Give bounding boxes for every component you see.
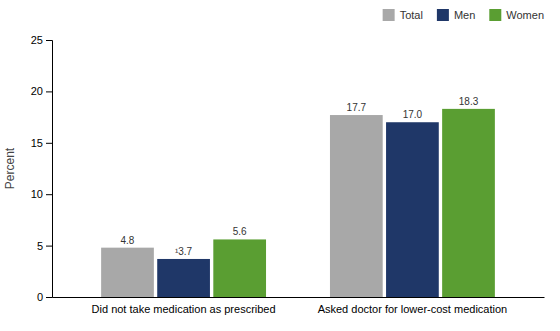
y-tick-mark (46, 40, 52, 41)
x-tick-label: Asked doctor for lower-cost medication (318, 303, 508, 315)
bar (330, 115, 383, 297)
y-tick-mark (46, 194, 52, 195)
data-labels: 4.8 17.7 ¹3.7 17.0 5.6 18.3 (121, 96, 479, 257)
bar (213, 239, 266, 297)
y-tick-label: 15 (31, 137, 43, 149)
y-axis-title: Percent (3, 147, 17, 189)
data-label: 17.0 (403, 109, 423, 120)
y-tick-label: 25 (31, 34, 43, 46)
data-label: ¹3.7 (175, 246, 193, 257)
bar-series (101, 115, 383, 297)
x-axis-line (53, 297, 545, 298)
bar (101, 248, 154, 297)
y-tick: 15 (31, 137, 52, 149)
x-tick-label: Did not take medication as prescribed (92, 303, 276, 315)
y-tick-mark (46, 143, 52, 144)
bar (157, 259, 210, 297)
plot: 4.8 17.7 ¹3.7 17.0 5.6 18.3 0 5 10 15 20 25 Did not … (31, 34, 545, 315)
data-label: 4.8 (121, 235, 135, 246)
y-tick-mark (46, 246, 52, 247)
legend-label: Total (400, 9, 423, 21)
y-tick-label: 5 (37, 240, 43, 252)
bar-series (213, 109, 495, 297)
y-tick: 20 (31, 85, 52, 97)
y-tick-mark (46, 297, 52, 298)
legend-swatch (437, 9, 449, 21)
data-label: 5.6 (233, 226, 247, 237)
y-tick-label: 10 (31, 188, 43, 200)
legend-label: Women (506, 9, 544, 21)
y-axis: 0 5 10 15 20 25 (31, 34, 53, 303)
bar (386, 122, 439, 297)
y-tick-mark (46, 91, 52, 92)
x-tick: Did not take medication as prescribed (92, 303, 276, 315)
legend-item: Total (383, 9, 423, 21)
data-label: 18.3 (459, 96, 479, 107)
y-tick: 10 (31, 188, 52, 200)
y-tick: 5 (37, 240, 52, 252)
legend-swatch (489, 9, 501, 21)
data-label: 17.7 (347, 102, 367, 113)
legend: Total Men Women (383, 9, 544, 21)
y-tick: 25 (31, 34, 52, 46)
legend-label: Men (454, 9, 475, 21)
legend-item: Men (437, 9, 475, 21)
bar (442, 109, 495, 297)
y-tick-label: 20 (31, 85, 43, 97)
y-tick: 0 (37, 291, 52, 303)
x-axis: Did not take medication as prescribed Ask… (53, 298, 545, 315)
y-tick-label: 0 (37, 291, 43, 303)
legend-item: Women (489, 9, 544, 21)
chart: 4.8 17.7 ¹3.7 17.0 5.6 18.3 0 5 10 15 20 25 Did not … (0, 0, 560, 331)
y-axis-line (46, 41, 53, 298)
bar-series (157, 122, 439, 297)
legend-swatch (383, 9, 395, 21)
x-tick: Asked doctor for lower-cost medication (318, 303, 508, 315)
bars (101, 109, 495, 297)
